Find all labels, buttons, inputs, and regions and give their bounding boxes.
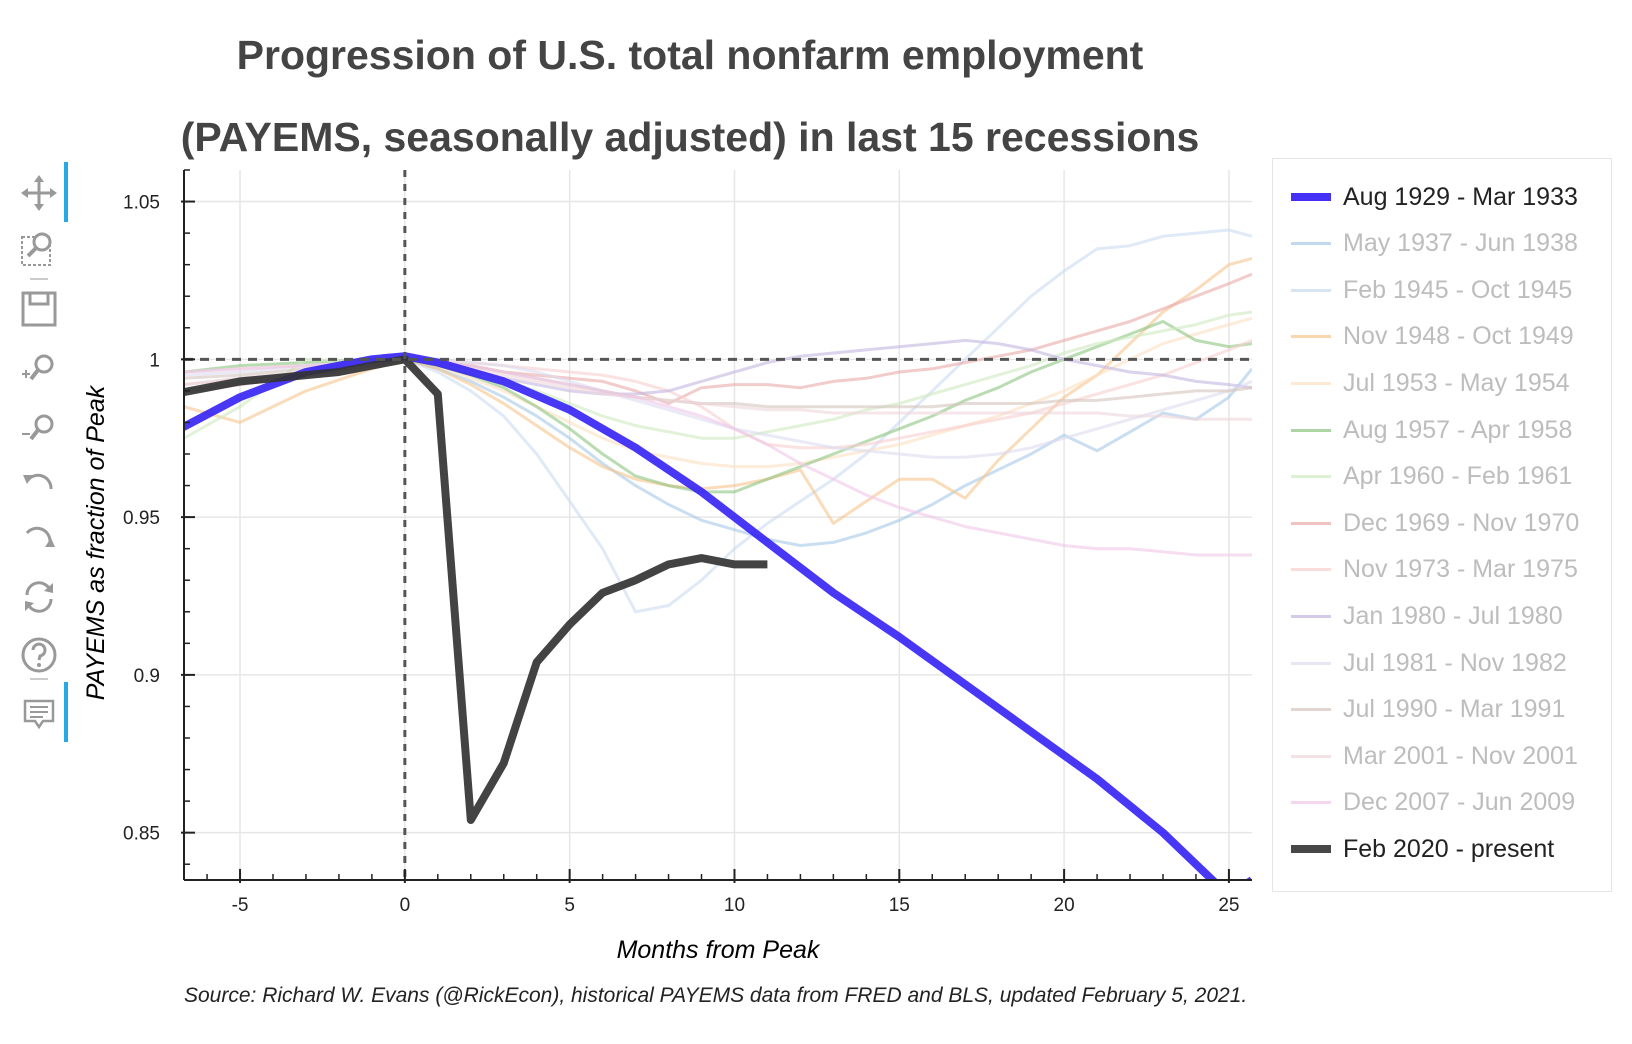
series-line-4[interactable] — [184, 316, 1252, 469]
legend-label: Dec 1969 - Nov 1970 — [1343, 508, 1580, 537]
chart-title-line-1: Progression of U.S. total nonfarm employ… — [236, 32, 1144, 78]
legend-label: Feb 1945 - Oct 1945 — [1343, 275, 1573, 304]
hover-tool-button[interactable] — [16, 690, 62, 736]
legend-swatch — [1291, 754, 1331, 758]
x-tick-label: 25 — [1218, 895, 1239, 916]
legend-label: Jul 1990 - Mar 1991 — [1343, 695, 1566, 724]
legend-label: Nov 1973 - Mar 1975 — [1343, 555, 1578, 584]
box-zoom-tool-button[interactable] — [16, 226, 62, 272]
legend-label: Nov 1948 - Oct 1949 — [1343, 322, 1574, 351]
redo-tool-button[interactable] — [16, 516, 62, 562]
legend-swatch — [1291, 475, 1331, 479]
reset-tool-button[interactable] — [16, 574, 62, 620]
legend-label: Apr 1960 - Feb 1961 — [1343, 462, 1573, 491]
legend-item[interactable]: Feb 2020 - present — [1291, 829, 1554, 869]
legend-label: Feb 2020 - present — [1343, 834, 1555, 863]
save-tool-button[interactable] — [16, 286, 62, 332]
series-line-3[interactable] — [184, 256, 1252, 525]
legend-item[interactable]: Jan 1980 - Jul 1980 — [1291, 596, 1563, 636]
zoom-in-tool-button[interactable] — [16, 346, 62, 392]
zoom-in-icon — [22, 354, 54, 381]
legend-item[interactable]: Feb 1945 - Oct 1945 — [1291, 270, 1572, 310]
y-tick-label: 0.85 — [123, 824, 160, 845]
legend-item[interactable]: Mar 2001 - Nov 2001 — [1291, 736, 1578, 776]
legend-label: Jul 1953 - May 1954 — [1343, 368, 1570, 397]
help-tool-button[interactable] — [16, 632, 62, 678]
y-axis-label: PAYEMS as fraction of Peak — [82, 384, 110, 700]
series-line-0[interactable] — [174, 352, 1252, 896]
legend-swatch — [1291, 288, 1331, 292]
undo-tool-button[interactable] — [16, 460, 62, 506]
legend-swatch — [1291, 708, 1331, 712]
legend-item[interactable]: Nov 1973 - Mar 1975 — [1291, 550, 1578, 590]
source-note: Source: Richard W. Evans (@RickEcon), hi… — [184, 984, 1248, 1007]
legend-item[interactable]: Nov 1948 - Oct 1949 — [1291, 317, 1574, 357]
toolbar-separator — [30, 678, 48, 680]
legend-item[interactable]: Jul 1990 - Mar 1991 — [1291, 690, 1565, 730]
x-tick-label: -5 — [232, 895, 249, 916]
x-axis-label: Months from Peak — [617, 936, 821, 964]
x-tick-label: 10 — [724, 895, 745, 916]
legend-swatch — [1291, 801, 1331, 805]
pan-tool-button[interactable] — [16, 170, 62, 216]
legend-swatch — [1291, 193, 1331, 201]
x-tick-label: 15 — [889, 895, 910, 916]
legend-label: Dec 2007 - Jun 2009 — [1343, 788, 1576, 817]
legend-item[interactable]: Dec 1969 - Nov 1970 — [1291, 503, 1579, 543]
legend-item[interactable]: Dec 2007 - Jun 2009 — [1291, 783, 1575, 823]
legend-item[interactable]: May 1937 - Jun 1938 — [1291, 224, 1578, 264]
redo-icon — [25, 526, 55, 547]
legend-label: Jul 1981 - Nov 1982 — [1343, 648, 1567, 677]
legend-item[interactable]: Jul 1953 - May 1954 — [1291, 363, 1570, 403]
legend-swatch — [1291, 381, 1331, 385]
y-tick-label: 0.95 — [123, 508, 160, 529]
x-tick-label: 20 — [1054, 895, 1075, 916]
legend-swatch — [1291, 661, 1331, 665]
hover-icon — [23, 699, 55, 730]
chart-title-line-2: (PAYEMS, seasonally adjusted) in last 15… — [180, 114, 1200, 160]
y-tick-label: 1 — [149, 350, 160, 371]
chart-legend: Aug 1929 - Mar 1933 May 1937 - Jun 1938 Fe… — [1272, 158, 1612, 892]
series-line-14[interactable] — [174, 355, 768, 824]
legend-swatch — [1291, 428, 1331, 432]
active-tool-indicator — [64, 682, 68, 742]
x-tick-label: 0 — [400, 895, 411, 916]
y-tick-label: 1.05 — [123, 193, 160, 214]
legend-item[interactable]: Apr 1960 - Feb 1961 — [1291, 457, 1572, 497]
reset-icon — [25, 581, 53, 613]
legend-swatch — [1291, 521, 1331, 525]
y-tick-label: 0.9 — [134, 666, 160, 687]
save-icon — [21, 291, 57, 327]
series-line-2[interactable] — [184, 228, 1252, 614]
legend-item[interactable]: Aug 1929 - Mar 1933 — [1291, 177, 1578, 217]
box-zoom-icon — [21, 232, 52, 266]
legend-item[interactable]: Aug 1957 - Apr 1958 — [1291, 410, 1572, 450]
pan-icon — [21, 175, 57, 211]
series-line-7[interactable] — [184, 272, 1252, 405]
legend-label: Jan 1980 - Jul 1980 — [1343, 601, 1563, 630]
active-tool-indicator — [64, 162, 68, 222]
legend-label: Mar 2001 - Nov 2001 — [1343, 741, 1578, 770]
toolbar-separator — [30, 278, 48, 280]
legend-swatch — [1291, 568, 1331, 572]
x-tick-label: 5 — [564, 895, 575, 916]
series-group — [174, 228, 1252, 896]
help-icon — [21, 637, 57, 673]
zoom-out-icon — [22, 414, 54, 441]
legend-swatch — [1291, 335, 1331, 339]
legend-swatch — [1291, 845, 1331, 854]
legend-label: May 1937 - Jun 1938 — [1343, 229, 1578, 258]
legend-label: Aug 1929 - Mar 1933 — [1343, 182, 1578, 211]
zoom-out-tool-button[interactable] — [16, 406, 62, 452]
legend-label: Aug 1957 - Apr 1958 — [1343, 415, 1573, 444]
legend-swatch — [1291, 242, 1331, 246]
legend-item[interactable]: Jul 1981 - Nov 1982 — [1291, 643, 1567, 683]
chart-toolbar — [16, 162, 70, 784]
legend-swatch — [1291, 614, 1331, 618]
undo-icon — [23, 473, 53, 490]
